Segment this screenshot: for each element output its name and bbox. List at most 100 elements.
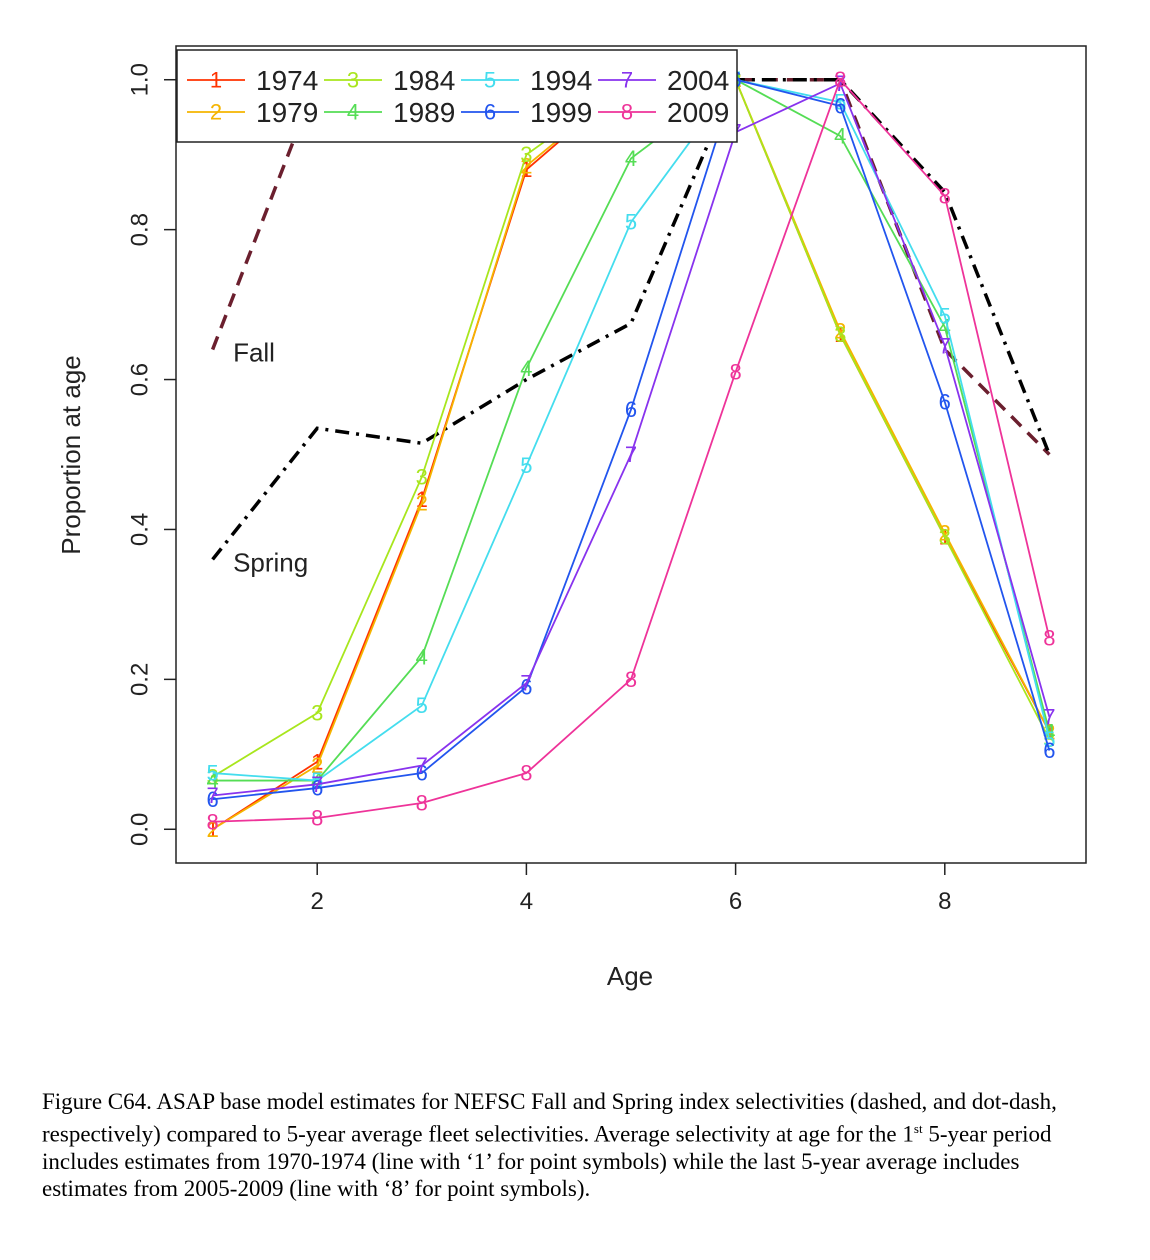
axes: 2 4 6 80.00.20.40.60.81.0 <box>127 63 952 915</box>
x-tick-label: 8 <box>938 888 951 915</box>
series-lines: 1111111112222222223333333334444444445555… <box>206 67 1055 842</box>
point-marker: 4 <box>520 356 532 381</box>
series-line-1999 <box>212 78 1051 801</box>
point-marker: 6 <box>625 397 637 422</box>
point-marker: 6 <box>520 674 532 699</box>
point-marker: 7 <box>206 783 218 808</box>
point-marker: 2 <box>834 318 846 343</box>
point-marker: 5 <box>206 761 218 786</box>
point-marker: 8 <box>834 67 846 92</box>
point-marker: 2 <box>311 753 323 778</box>
point-marker: 5 <box>1043 727 1055 752</box>
y-axis-label: Proportion at age <box>56 355 86 554</box>
legend-item: 8 2009 <box>598 97 729 128</box>
point-marker: 7 <box>416 753 428 778</box>
series-2009: 8 8 8 8 8 8 8 8 8 <box>206 67 1055 834</box>
point-marker: 5 <box>520 453 532 478</box>
point-marker: 6 <box>939 390 951 415</box>
point-marker: 8 <box>625 667 637 692</box>
point-marker: 4 <box>939 315 951 340</box>
legend-marker: 2 <box>210 100 222 125</box>
point-marker: 3 <box>206 764 218 789</box>
caption-superscript: st <box>913 1121 923 1136</box>
legend-item: 6 1999 <box>461 97 592 128</box>
annotations: Fall Spring <box>233 338 308 578</box>
legend-label: 1979 <box>256 97 318 128</box>
point-marker: 8 <box>729 360 741 385</box>
legend-box <box>176 49 738 143</box>
series-line-1994 <box>212 78 1051 782</box>
series-line-1989 <box>212 78 1051 782</box>
legend-marker: 1 <box>210 68 222 93</box>
y-tick-label: 0.6 <box>127 363 154 396</box>
legend-marker: 7 <box>621 68 633 93</box>
series-1999: 666666666 <box>206 67 1055 812</box>
point-marker: 2 <box>520 153 532 178</box>
legend-label: 1989 <box>393 97 455 128</box>
legend-label: 1999 <box>530 97 592 128</box>
point-marker: 7 <box>311 772 323 797</box>
legend-marker: 3 <box>347 68 359 93</box>
series-2004: 777777777 <box>206 71 1055 808</box>
legend-item: 1 1974 <box>187 65 318 96</box>
legend-item: 3 1984 <box>324 65 455 96</box>
point-marker: 6 <box>311 776 323 801</box>
point-marker: 8 <box>416 791 428 816</box>
point-marker: 6 <box>1043 738 1055 763</box>
figure-caption: Figure C64. ASAP base model estimates fo… <box>42 1088 1072 1202</box>
plot-frame <box>175 45 1087 864</box>
legend-marker: 4 <box>347 100 359 125</box>
point-marker: 8 <box>311 806 323 831</box>
point-marker: 8 <box>206 809 218 834</box>
series-1994: 555555555 <box>206 67 1055 793</box>
legend-item: 2 1979 <box>187 97 318 128</box>
series-line-2004 <box>212 82 1051 797</box>
legend-item: 5 1994 <box>461 65 592 96</box>
point-marker: 2 <box>206 817 218 842</box>
point-marker: 7 <box>520 671 532 696</box>
point-marker: 6 <box>206 787 218 812</box>
legend-label: 2004 <box>667 65 729 96</box>
y-tick-label: 0.4 <box>127 513 154 546</box>
legend-label: 1994 <box>530 65 592 96</box>
legend-marker: 5 <box>484 68 496 93</box>
point-marker: 5 <box>834 90 846 115</box>
legend: 1 1974 2 1979 3 1984 4 1989 5 1994 6 1999 7 2004 8 2009 <box>176 49 738 143</box>
point-marker: 2 <box>939 521 951 546</box>
legend-item: 4 1989 <box>324 97 455 128</box>
legend-marker: 6 <box>484 100 496 125</box>
point-marker: 7 <box>1043 704 1055 729</box>
y-tick-label: 0.0 <box>127 813 154 846</box>
point-marker: 5 <box>939 303 951 328</box>
legend-item: 7 2004 <box>598 65 729 96</box>
y-tick-label: 0.8 <box>127 213 154 246</box>
x-tick-label: 6 <box>729 888 742 915</box>
point-marker: 7 <box>625 442 637 467</box>
caption-text-1: Figure C64. ASAP base model estimates fo… <box>42 1089 1057 1147</box>
point-marker: 4 <box>206 768 218 793</box>
point-marker: 3 <box>939 524 951 549</box>
annotation-fall: Fall <box>233 338 275 368</box>
legend-marker: 8 <box>621 100 633 125</box>
point-marker: 8 <box>939 183 951 208</box>
point-marker: 5 <box>416 693 428 718</box>
point-marker: 3 <box>834 322 846 347</box>
x-axis-label: Age <box>607 961 653 991</box>
legend-label: 1984 <box>393 65 455 96</box>
point-marker: 3 <box>520 142 532 167</box>
point-marker: 3 <box>416 464 428 489</box>
point-marker: 8 <box>1043 626 1055 651</box>
series-line-2009 <box>212 78 1051 823</box>
point-marker: 5 <box>625 210 637 235</box>
annotation-spring: Spring <box>233 547 308 577</box>
y-tick-label: 0.2 <box>127 663 154 696</box>
legend-label: 1974 <box>256 65 318 96</box>
point-marker: 8 <box>520 761 532 786</box>
point-marker: 4 <box>834 123 846 148</box>
y-tick-label: 1.0 <box>127 63 154 96</box>
point-marker: 6 <box>834 93 846 118</box>
legend-label: 2009 <box>667 97 729 128</box>
x-tick-label: 4 <box>520 888 533 915</box>
point-marker: 7 <box>939 333 951 358</box>
